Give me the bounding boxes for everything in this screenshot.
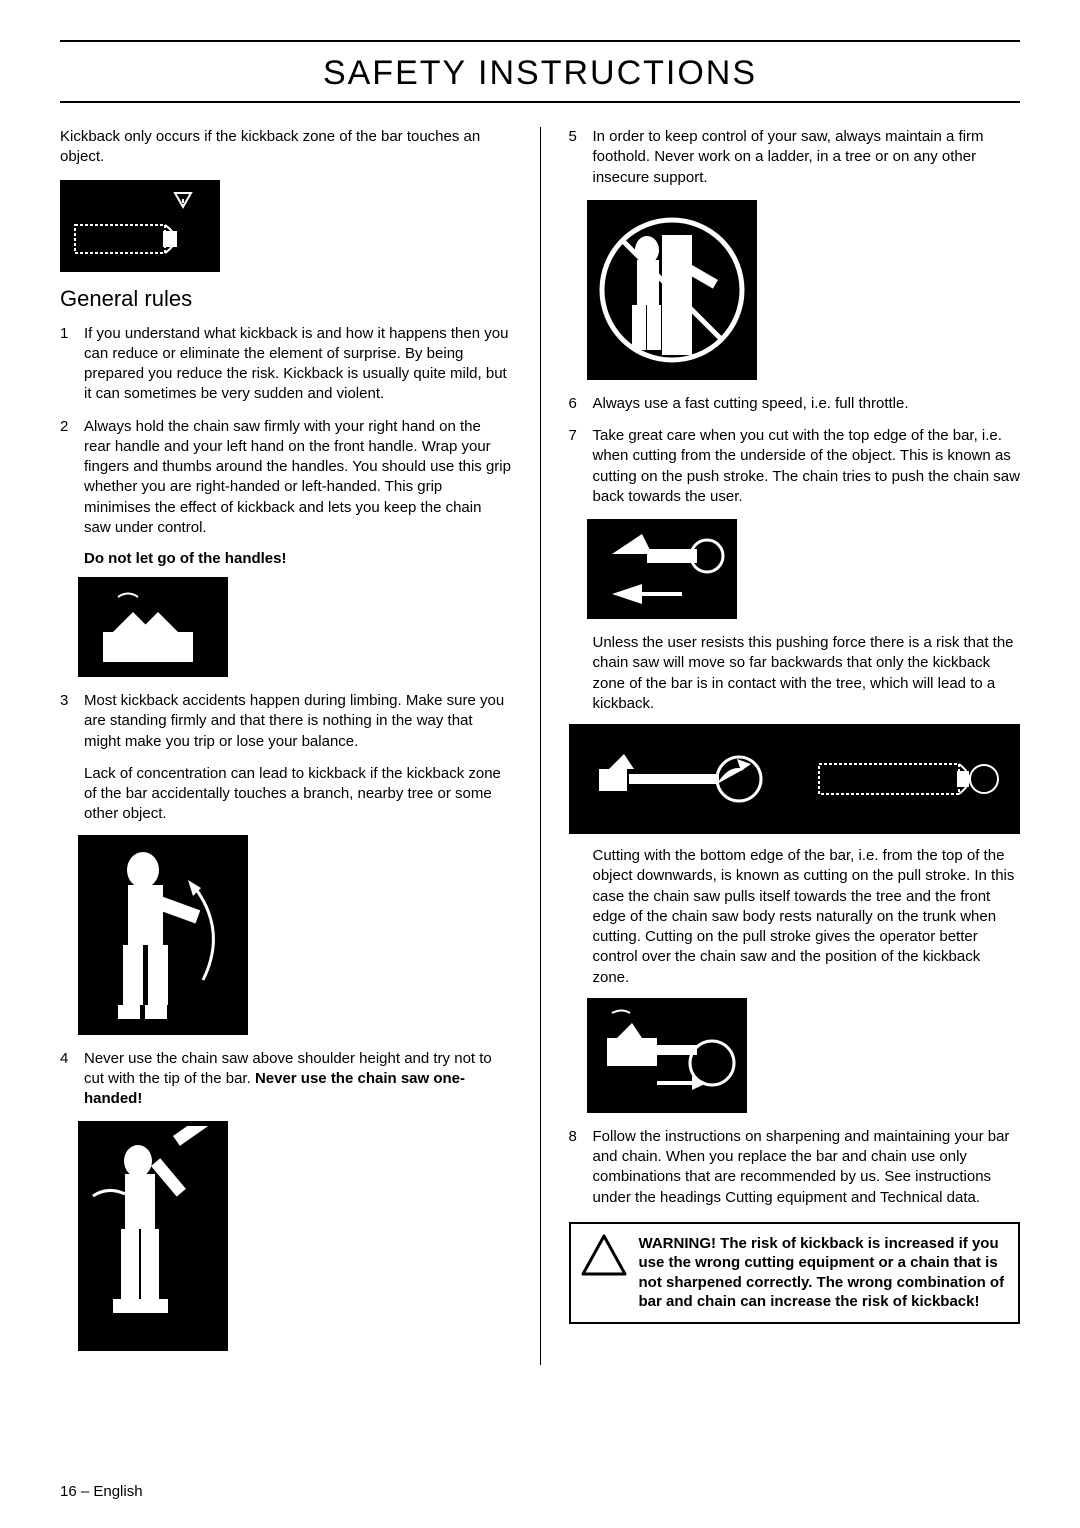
rule-num: 8 — [569, 1127, 593, 1208]
rules-list-left-3: 4 Never use the chain saw above shoulder… — [60, 1049, 512, 1110]
push-stroke-figure — [587, 519, 737, 619]
rule-2-warning: Do not let go of the handles! — [84, 550, 512, 567]
rule-num: 7 — [569, 426, 593, 507]
rule-8: 8 Follow the instructions on sharpening … — [569, 1127, 1021, 1208]
warning-icon — [581, 1234, 627, 1281]
kickback-progression-figure — [569, 724, 1021, 834]
rules-list-right: 5 In order to keep control of your saw, … — [569, 127, 1021, 188]
warning-box: WARNING! The risk of kickback is increas… — [569, 1222, 1021, 1324]
rule-num: 4 — [60, 1049, 84, 1110]
rule-num: 3 — [60, 691, 84, 752]
rule-num: 5 — [569, 127, 593, 188]
rule-num: 2 — [60, 417, 84, 539]
rule-num: 6 — [569, 394, 593, 414]
rule-text: Take great care when you cut with the to… — [593, 426, 1021, 507]
pull-stroke-figure — [587, 998, 747, 1113]
rules-list-left: 1 If you understand what kickback is and… — [60, 324, 512, 539]
rule-text: Never use the chain saw above shoulder h… — [84, 1049, 512, 1110]
rules-list-right-2: 6 Always use a fast cutting speed, i.e. … — [569, 394, 1021, 507]
intro-text: Kickback only occurs if the kickback zon… — [60, 127, 512, 168]
rule-num: 1 — [60, 324, 84, 405]
rule-text: If you understand what kickback is and h… — [84, 324, 512, 405]
rule-text: Most kickback accidents happen during li… — [84, 691, 512, 752]
rule-2: 2 Always hold the chain saw firmly with … — [60, 417, 512, 539]
column-divider — [540, 127, 541, 1365]
rule-text: Follow the instructions on sharpening an… — [593, 1127, 1021, 1208]
left-column: Kickback only occurs if the kickback zon… — [60, 127, 512, 1365]
rule-3-paragraph: Lack of concentration can lead to kickba… — [84, 764, 512, 825]
footer-lang: – English — [77, 1483, 143, 1500]
right-column: 5 In order to keep control of your saw, … — [569, 127, 1021, 1365]
rule-1: 1 If you understand what kickback is and… — [60, 324, 512, 405]
warning-text: WARNING! The risk of kickback is increas… — [639, 1234, 1009, 1312]
under-rule — [60, 101, 1020, 103]
kickback-zone-figure — [60, 180, 220, 272]
page-title: SAFETY INSTRUCTIONS — [60, 50, 1020, 101]
page-number: 16 — [60, 1483, 77, 1500]
rule-text: Always use a fast cutting speed, i.e. fu… — [593, 394, 1021, 414]
rule-7-para2: Cutting with the bottom edge of the bar,… — [593, 846, 1021, 988]
top-rule — [60, 40, 1020, 42]
general-rules-heading: General rules — [60, 286, 512, 312]
rule-7-para1: Unless the user resists this pushing for… — [593, 633, 1021, 714]
page-footer: 16 – English — [60, 1483, 143, 1500]
ladder-figure — [587, 200, 757, 380]
rule-text: In order to keep control of your saw, al… — [593, 127, 1021, 188]
rule-4: 4 Never use the chain saw above shoulder… — [60, 1049, 512, 1110]
grip-figure — [78, 577, 228, 677]
rule-6: 6 Always use a fast cutting speed, i.e. … — [569, 394, 1021, 414]
one-handed-figure — [78, 1121, 228, 1351]
limbing-figure — [78, 835, 248, 1035]
content-columns: Kickback only occurs if the kickback zon… — [60, 127, 1020, 1365]
rules-list-left-2: 3 Most kickback accidents happen during … — [60, 691, 512, 752]
rule-3: 3 Most kickback accidents happen during … — [60, 691, 512, 752]
rule-5: 5 In order to keep control of your saw, … — [569, 127, 1021, 188]
rule-7: 7 Take great care when you cut with the … — [569, 426, 1021, 507]
rules-list-right-3: 8 Follow the instructions on sharpening … — [569, 1127, 1021, 1208]
rule-text: Always hold the chain saw firmly with yo… — [84, 417, 512, 539]
